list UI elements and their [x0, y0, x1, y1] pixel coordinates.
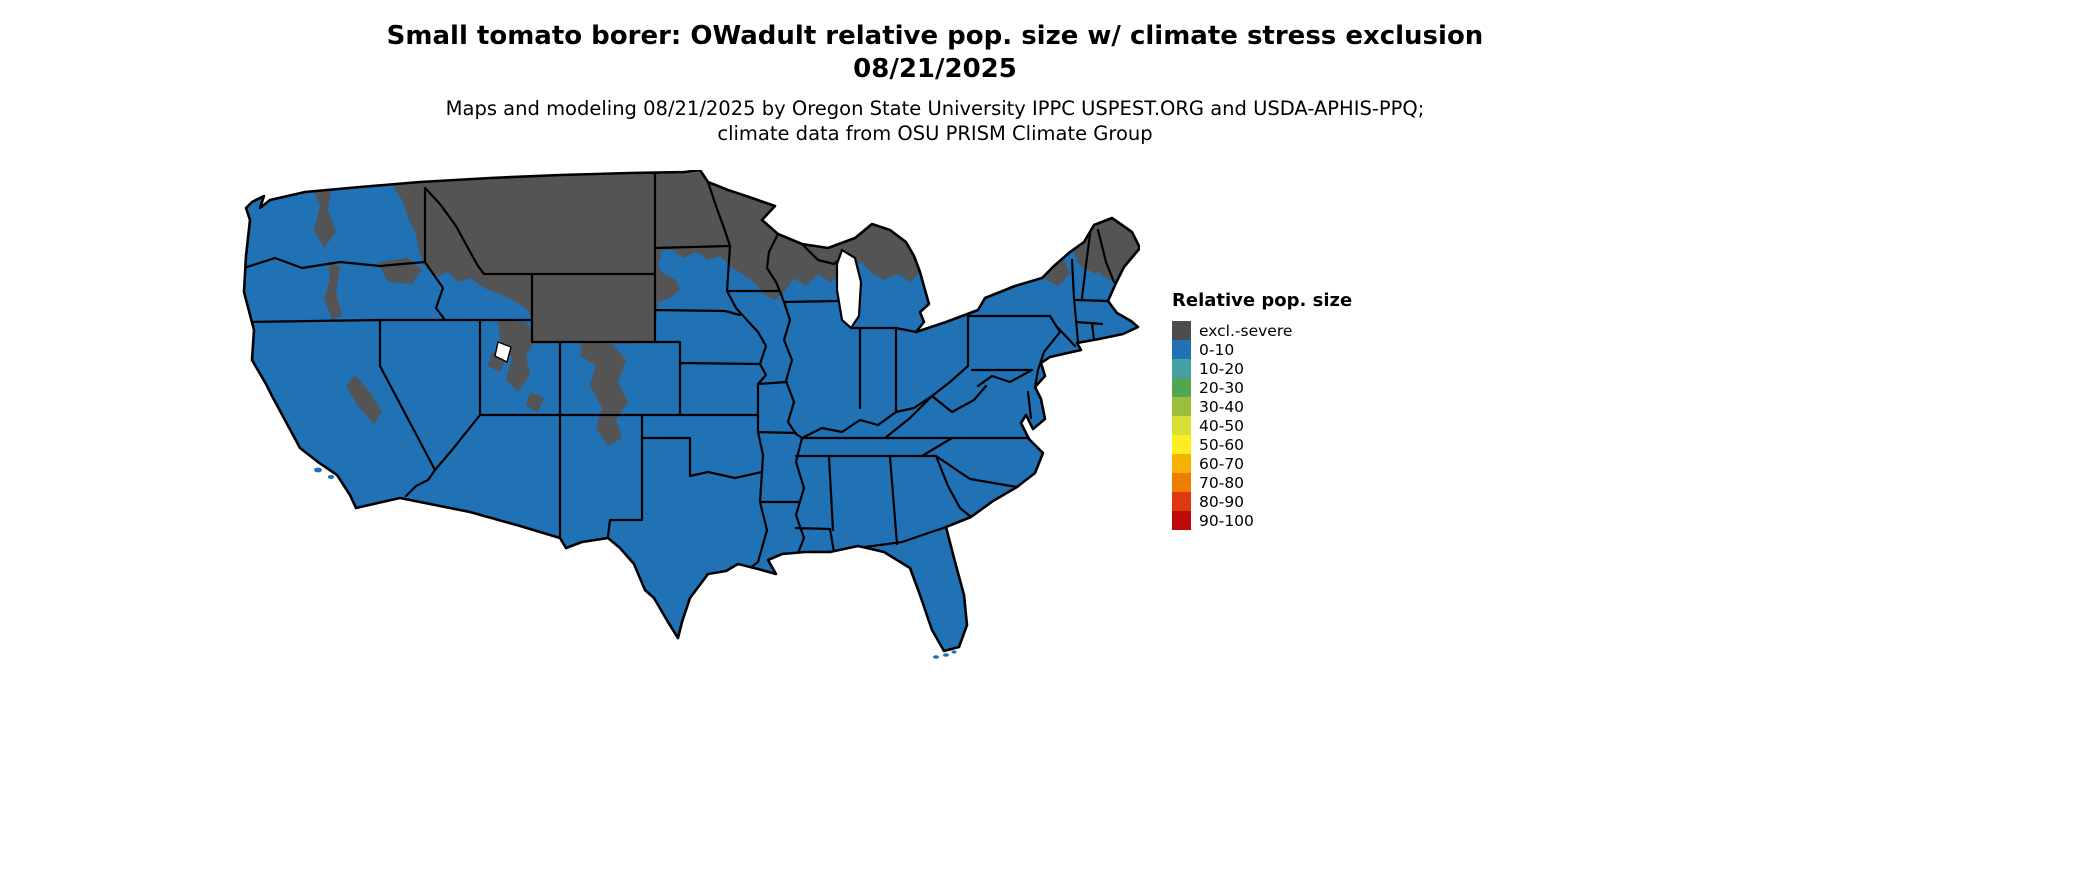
legend-label: 30-40 [1199, 397, 1245, 416]
legend-item: 10-20 [1172, 359, 1402, 378]
legend-item: 90-100 [1172, 511, 1402, 530]
legend-swatch [1172, 378, 1191, 397]
legend-item: 30-40 [1172, 397, 1402, 416]
legend-item: 50-60 [1172, 435, 1402, 454]
legend-item: 60-70 [1172, 454, 1402, 473]
legend-label: 70-80 [1199, 473, 1245, 492]
legend-item: 20-30 [1172, 378, 1402, 397]
legend-item: 40-50 [1172, 416, 1402, 435]
us-map [242, 170, 1140, 659]
legend-swatch [1172, 435, 1191, 454]
lake-michigan [835, 248, 863, 330]
legend-swatch [1172, 397, 1191, 416]
legend-label: 90-100 [1199, 511, 1254, 530]
legend-items: excl.-severe 0-10 10-20 20-30 30-40 40-5… [1172, 321, 1402, 530]
legend-swatch [1172, 359, 1191, 378]
legend-label: 10-20 [1199, 359, 1245, 378]
legend-swatch [1172, 454, 1191, 473]
legend-label: 80-90 [1199, 492, 1245, 511]
map-subtitle: Maps and modeling 08/21/2025 by Oregon S… [445, 97, 1425, 146]
legend-label: 20-30 [1199, 378, 1245, 397]
legend-label: 0-10 [1199, 340, 1235, 359]
legend-label: excl.-severe [1199, 321, 1293, 340]
map-title: Small tomato borer: OWadult relative pop… [386, 21, 1484, 85]
map-land [244, 170, 1140, 651]
legend-swatch [1172, 321, 1191, 340]
legend-item: 80-90 [1172, 492, 1402, 511]
legend-item: excl.-severe [1172, 321, 1402, 340]
legend-swatch [1172, 492, 1191, 511]
legend-label: 40-50 [1199, 416, 1245, 435]
legend-title: Relative pop. size [1172, 290, 1353, 311]
us-outline [242, 170, 1140, 653]
legend: Relative pop. size excl.-severe 0-10 10-… [1172, 290, 1402, 530]
legend-swatch [1172, 340, 1191, 359]
legend-item: 0-10 [1172, 340, 1402, 359]
legend-label: 50-60 [1199, 435, 1245, 454]
islands [314, 467, 957, 659]
state-borders [244, 170, 1116, 573]
great-salt-lake [494, 341, 512, 364]
legend-label: 60-70 [1199, 454, 1245, 473]
legend-swatch [1172, 511, 1191, 530]
legend-swatch [1172, 416, 1191, 435]
legend-item: 70-80 [1172, 473, 1402, 492]
legend-swatch [1172, 473, 1191, 492]
us-map-container [230, 170, 1140, 670]
